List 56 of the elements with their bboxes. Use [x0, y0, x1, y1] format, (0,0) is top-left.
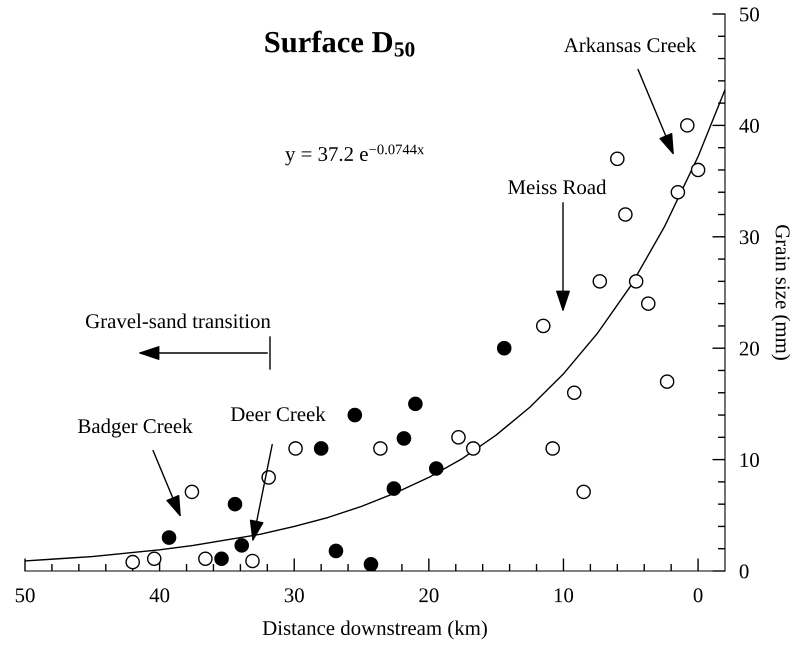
point [496, 340, 512, 356]
point [373, 441, 388, 456]
x-tick-label: 0 [694, 588, 702, 602]
point [228, 496, 242, 512]
point [234, 538, 250, 553]
point [660, 374, 674, 389]
y-axis-title: Grain size (mm) [771, 225, 790, 360]
y-tick-label: 50 [740, 7, 759, 22]
point [618, 207, 633, 222]
point [466, 441, 481, 456]
y-tick-label: 40 [739, 118, 759, 133]
point [184, 484, 200, 500]
x-tick-label: 20 [419, 588, 438, 602]
point [245, 554, 260, 568]
point [576, 484, 591, 500]
y-tick-label: 0 [740, 564, 749, 578]
annotation: Gravel-sand transition [86, 314, 271, 328]
y-tick-label: 20 [740, 342, 759, 356]
point [348, 408, 362, 422]
x-tick-label: 10 [554, 588, 574, 602]
x-tick-label: 40 [150, 588, 170, 602]
point [610, 152, 625, 166]
point [680, 118, 695, 133]
point [670, 184, 686, 200]
x-tick-label: 50 [16, 588, 35, 602]
point [545, 441, 560, 456]
chart-title: Surface D$_{50}$ [265, 30, 414, 57]
y-tick-label: 10 [740, 452, 759, 468]
point [396, 431, 412, 446]
point [690, 162, 706, 178]
y-tick-label: 30 [740, 230, 759, 244]
annotation: Deer Creek [230, 406, 326, 422]
point [451, 430, 466, 445]
point [428, 461, 444, 476]
point [214, 551, 229, 566]
annotation: Badger Creek [78, 418, 193, 438]
point [536, 318, 551, 334]
point [288, 441, 303, 456]
point [328, 544, 344, 558]
point [146, 551, 162, 566]
point [314, 441, 328, 456]
point [592, 274, 608, 289]
point [198, 551, 213, 566]
annotation: Arkansas Creek [564, 38, 696, 52]
point [640, 296, 656, 311]
point [408, 396, 423, 412]
point [162, 530, 176, 545]
annotation: Meiss Road [508, 180, 606, 194]
x-tick-label: 30 [284, 588, 304, 602]
point [125, 554, 140, 570]
point [386, 481, 402, 496]
point [628, 274, 644, 289]
point [566, 385, 582, 400]
x-axis-title: Distance downstream (km) [262, 620, 487, 640]
annotation: y = 37.2 e$^{−0.0744x}$ [285, 144, 424, 166]
point [364, 557, 378, 571]
